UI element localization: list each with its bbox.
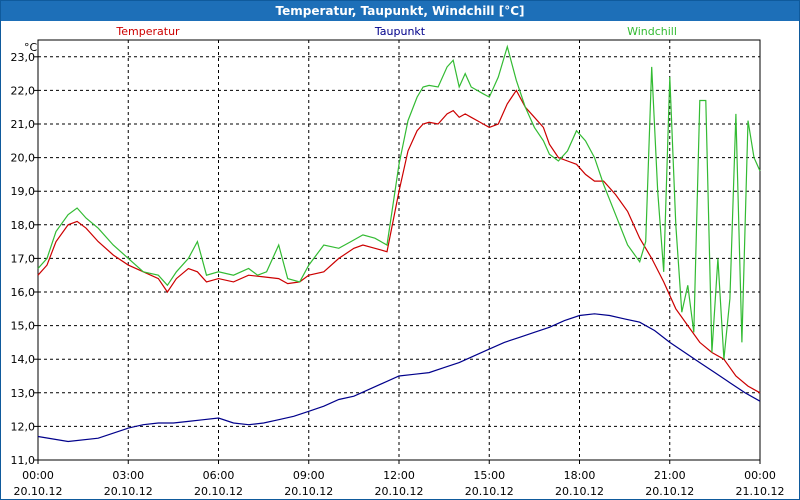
- series-line-temperatur: [37, 89, 761, 394]
- grid-lines: [38, 40, 760, 460]
- y-tick-label: 11,0: [11, 454, 36, 467]
- x-tick-date: 20.10.12: [104, 485, 153, 498]
- x-tick-date: 20.10.12: [645, 485, 694, 498]
- x-tick-date: 20.10.12: [555, 485, 604, 498]
- x-tick-time: 00:00: [22, 469, 54, 482]
- y-tick-label: 22,0: [11, 84, 36, 97]
- legend-temperatur: Temperatur: [115, 25, 180, 38]
- y-tick-label: 13,0: [11, 387, 36, 400]
- y-axis-label: °C: [24, 41, 38, 54]
- x-tick-time: 03:00: [112, 469, 144, 482]
- series-lines: [37, 44, 761, 443]
- y-axis-ticks: 11,0 12,0 13,0 14,0 15,0 16,0 17,0 18,0 19,0 20,0…: [11, 51, 38, 467]
- x-tick-time: 12:00: [383, 469, 415, 482]
- x-tick-time: 00:00: [744, 469, 776, 482]
- y-tick-label: 21,0: [11, 118, 36, 131]
- chart-title: Temperatur, Taupunkt, Windchill [°C]: [1, 1, 799, 21]
- x-tick-date: 20.10.12: [465, 485, 514, 498]
- y-tick-label: 19,0: [11, 185, 36, 198]
- y-tick-label: 23,0: [11, 51, 36, 64]
- y-tick-label: 15,0: [11, 320, 36, 333]
- series-line-windchill: [37, 44, 761, 360]
- legend-taupunkt: Taupunkt: [374, 25, 426, 38]
- x-axis-ticks: 00:00 20.10.12 03:00 20.10.12 06:00 20.10.12 0…: [14, 460, 785, 498]
- x-tick-date: 20.10.12: [284, 485, 333, 498]
- y-tick-label: 20,0: [11, 152, 36, 165]
- y-tick-label: 14,0: [11, 353, 36, 366]
- x-tick-time: 09:00: [293, 469, 325, 482]
- y-tick-label: 12,0: [11, 420, 36, 433]
- legend-windchill: Windchill: [627, 25, 677, 38]
- x-tick-date: 20.10.12: [375, 485, 424, 498]
- x-tick-date: 20.10.12: [14, 485, 63, 498]
- x-tick-time: 21:00: [654, 469, 686, 482]
- y-tick-label: 18,0: [11, 219, 36, 232]
- x-tick-date: 20.10.12: [194, 485, 243, 498]
- x-tick-time: 06:00: [203, 469, 235, 482]
- y-tick-label: 17,0: [11, 252, 36, 265]
- y-tick-label: 16,0: [11, 286, 36, 299]
- x-tick-date: 21.10.12: [736, 485, 785, 498]
- series-line-taupunkt: [37, 313, 761, 443]
- x-tick-time: 18:00: [564, 469, 596, 482]
- x-tick-time: 15:00: [473, 469, 505, 482]
